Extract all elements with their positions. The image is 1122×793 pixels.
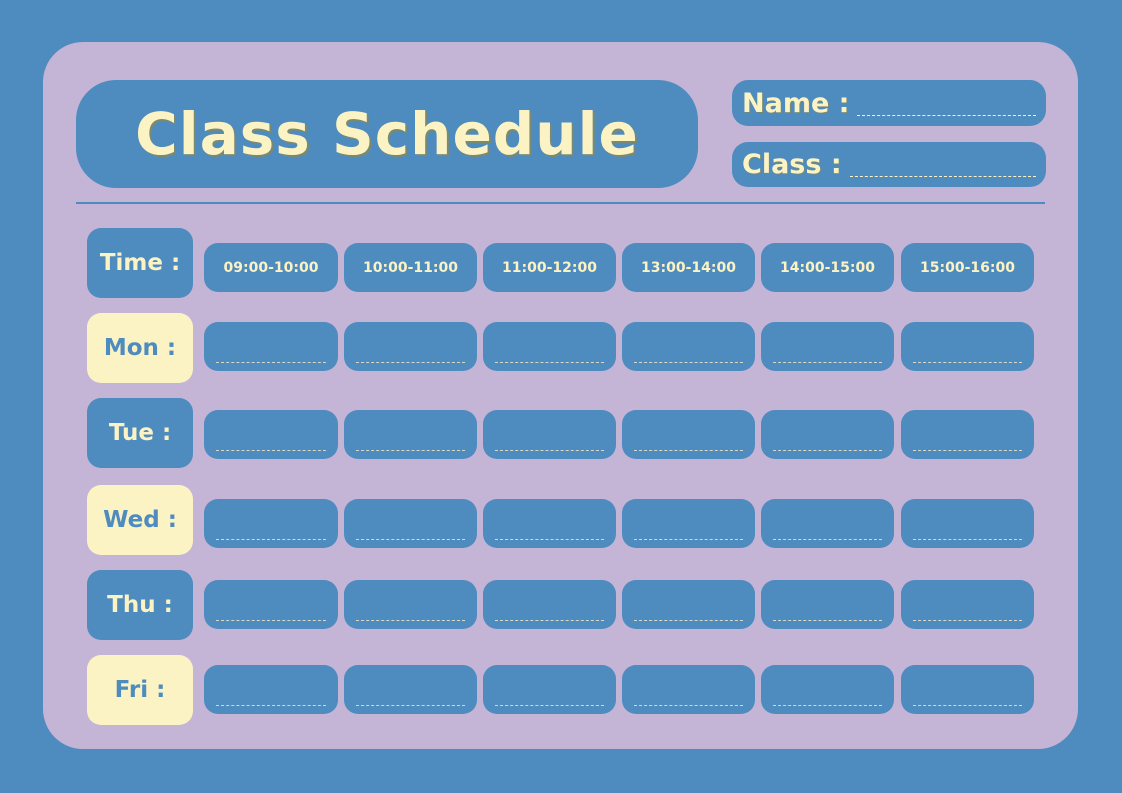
name-label: Name : [742,87,850,119]
schedule-cell[interactable] [344,665,477,714]
cell-input-line [913,362,1022,363]
time-slot-header: 15:00-16:00 [901,243,1034,292]
schedule-cell[interactable] [204,410,338,459]
cell-input-line [634,539,743,540]
schedule-cell[interactable] [483,665,616,714]
cell-input-line [773,705,882,706]
schedule-cell[interactable] [622,580,755,629]
class-input-line[interactable] [849,166,1036,177]
class-field[interactable]: Class : [732,142,1046,187]
cell-input-line [913,450,1022,451]
schedule-cell[interactable] [483,580,616,629]
time-slot-header: 11:00-12:00 [483,243,616,292]
cell-input-line [634,705,743,706]
schedule-cell[interactable] [622,499,755,548]
time-slot-header: 10:00-11:00 [344,243,477,292]
day-label: Thu : [87,570,193,640]
schedule-cell[interactable] [622,665,755,714]
cell-input-line [634,450,743,451]
schedule-cell[interactable] [204,322,338,371]
time-slot-header: 09:00-10:00 [204,243,338,292]
cell-input-line [495,620,604,621]
cell-input-line [773,450,882,451]
cell-input-line [356,450,465,451]
cell-input-line [356,362,465,363]
schedule-cell[interactable] [204,665,338,714]
cell-input-line [773,620,882,621]
schedule-cell[interactable] [344,322,477,371]
schedule-cell[interactable] [344,499,477,548]
time-label: Time : [87,228,193,298]
schedule-cell[interactable] [761,665,894,714]
cell-input-line [495,362,604,363]
page-title: Class Schedule [76,80,698,188]
cell-input-line [773,539,882,540]
cell-input-line [634,362,743,363]
schedule-cell[interactable] [761,580,894,629]
schedule-cell[interactable] [761,499,894,548]
cell-input-line [913,539,1022,540]
class-label: Class : [742,149,842,180]
schedule-cell[interactable] [622,410,755,459]
name-field[interactable]: Name : [732,80,1046,126]
schedule-cell[interactable] [761,322,894,371]
schedule-cell[interactable] [901,322,1034,371]
cell-input-line [356,620,465,621]
day-label: Fri : [87,655,193,725]
name-input-line[interactable] [857,105,1036,116]
cell-input-line [356,705,465,706]
schedule-cell[interactable] [622,322,755,371]
cell-input-line [495,705,604,706]
cell-input-line [495,450,604,451]
schedule-cell[interactable] [761,410,894,459]
cell-input-line [216,362,326,363]
cell-input-line [495,539,604,540]
schedule-cell[interactable] [901,580,1034,629]
cell-input-line [216,620,326,621]
schedule-cell[interactable] [901,665,1034,714]
schedule-cell[interactable] [901,499,1034,548]
schedule-cell[interactable] [344,580,477,629]
cell-input-line [913,705,1022,706]
cell-input-line [634,620,743,621]
schedule-cell[interactable] [483,499,616,548]
day-label: Wed : [87,485,193,555]
schedule-cell[interactable] [483,322,616,371]
day-label: Tue : [87,398,193,468]
cell-input-line [913,620,1022,621]
time-slot-header: 13:00-14:00 [622,243,755,292]
schedule-cell[interactable] [204,580,338,629]
schedule-cell[interactable] [204,499,338,548]
schedule-cell[interactable] [483,410,616,459]
cell-input-line [216,450,326,451]
time-slot-header: 14:00-15:00 [761,243,894,292]
schedule-cell[interactable] [901,410,1034,459]
cell-input-line [216,539,326,540]
schedule-cell[interactable] [344,410,477,459]
cell-input-line [773,362,882,363]
cell-input-line [216,705,326,706]
cell-input-line [356,539,465,540]
day-label: Mon : [87,313,193,383]
divider [76,202,1045,204]
